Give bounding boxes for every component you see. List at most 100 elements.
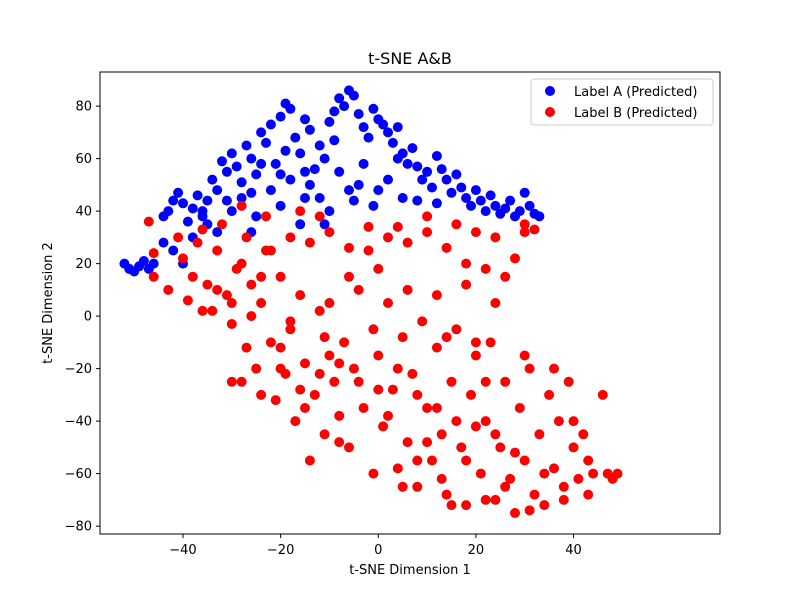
- point-label-a-68: [456, 182, 467, 193]
- point-label-b-72: [505, 473, 516, 484]
- point-label-a-99: [314, 193, 325, 203]
- x-tick-label--20: −20: [267, 543, 294, 558]
- point-label-b-158: [236, 258, 247, 269]
- point-label-a-74: [485, 190, 496, 201]
- point-label-b-163: [451, 219, 462, 230]
- point-label-b-93: [612, 468, 623, 479]
- point-label-a-42: [329, 106, 340, 117]
- point-label-b-165: [490, 232, 501, 243]
- point-label-b-79: [539, 500, 550, 511]
- point-label-b-108: [490, 429, 501, 440]
- point-label-a-69: [461, 193, 472, 203]
- plot-frame: [99, 71, 721, 535]
- point-label-a-92: [397, 193, 408, 203]
- point-label-b-97: [275, 363, 286, 374]
- point-label-a-120: [246, 187, 257, 198]
- point-label-b-61: [451, 324, 462, 335]
- point-label-b-84: [563, 376, 574, 387]
- point-label-b-90: [597, 389, 608, 400]
- point-label-a-60: [417, 174, 428, 185]
- x-tick-label--40: −40: [169, 543, 196, 558]
- point-label-b-112: [304, 237, 315, 248]
- point-label-a-90: [348, 195, 359, 206]
- point-label-b-140: [539, 468, 550, 479]
- legend-marker-label-b: [545, 107, 555, 117]
- point-label-b-59: [441, 489, 452, 500]
- point-label-b-162: [256, 271, 267, 282]
- point-label-a-95: [304, 179, 315, 190]
- point-label-b-160: [197, 305, 208, 316]
- point-label-a-24: [241, 140, 252, 151]
- point-label-a-84: [534, 211, 545, 222]
- point-label-b-43: [363, 245, 374, 256]
- y-tick-label-0: 0: [84, 310, 92, 325]
- point-label-a-25: [246, 153, 257, 164]
- point-label-b-153: [524, 505, 535, 516]
- point-label-a-54: [387, 137, 398, 148]
- point-label-b-44: [368, 468, 379, 479]
- point-label-b-126: [324, 298, 335, 308]
- y-tick-label-80: 80: [75, 100, 92, 115]
- point-label-b-5: [178, 253, 188, 264]
- point-label-b-40: [348, 363, 359, 374]
- point-label-b-53: [412, 481, 423, 492]
- point-label-a-17: [207, 174, 218, 185]
- point-label-a-98: [383, 174, 393, 185]
- point-label-a-62: [427, 182, 437, 193]
- point-label-b-10: [202, 279, 213, 290]
- point-label-b-94: [226, 376, 237, 387]
- point-label-b-166: [519, 219, 530, 230]
- point-label-b-104: [412, 389, 423, 400]
- point-label-b-117: [402, 237, 413, 248]
- point-label-b-32: [309, 389, 320, 400]
- point-label-a-106: [212, 227, 223, 238]
- legend-frame: [530, 78, 714, 126]
- point-label-b-83: [558, 481, 569, 492]
- point-label-a-78: [505, 195, 516, 206]
- point-label-a-13: [187, 203, 198, 214]
- point-label-b-95: [241, 342, 252, 353]
- point-label-b-51: [402, 437, 413, 448]
- point-label-b-56: [427, 455, 437, 466]
- point-label-b-13: [217, 219, 227, 230]
- point-label-b-48: [387, 384, 398, 395]
- point-label-b-98: [295, 384, 306, 395]
- point-label-a-14: [192, 190, 203, 201]
- point-label-a-85: [226, 206, 237, 217]
- point-label-a-11: [178, 198, 188, 209]
- point-label-a-93: [265, 185, 276, 196]
- point-label-b-71: [500, 376, 511, 387]
- point-label-b-41: [353, 284, 364, 295]
- y-tick-label-40: 40: [75, 205, 92, 220]
- point-label-b-78: [534, 429, 545, 440]
- point-label-a-34: [290, 132, 301, 143]
- point-label-b-87: [578, 429, 589, 440]
- point-label-b-0: [143, 216, 154, 227]
- point-label-a-96: [334, 166, 345, 177]
- point-label-b-45: [373, 350, 384, 361]
- point-label-b-103: [392, 363, 403, 374]
- point-label-b-100: [334, 358, 345, 369]
- legend-marker-label-a: [545, 86, 555, 96]
- point-label-b-168: [422, 211, 433, 222]
- point-label-b-116: [383, 232, 393, 243]
- point-label-a-21: [226, 148, 237, 159]
- point-label-b-171: [314, 211, 325, 222]
- point-label-b-102: [373, 384, 384, 395]
- point-label-a-30: [270, 158, 281, 169]
- point-label-b-19: [246, 279, 257, 290]
- point-label-a-86: [251, 211, 262, 222]
- point-label-b-152: [480, 494, 491, 505]
- point-label-a-82: [524, 200, 535, 211]
- point-label-b-1: [148, 248, 159, 259]
- point-label-b-125: [285, 316, 296, 327]
- point-label-b-62: [456, 442, 467, 453]
- point-label-b-12: [212, 245, 223, 256]
- point-label-b-136: [383, 410, 393, 421]
- point-label-a-67: [451, 169, 462, 180]
- x-tick-label-20: 20: [468, 543, 485, 558]
- y-tick-label--80: −80: [65, 520, 92, 535]
- point-label-b-167: [529, 224, 540, 235]
- y-tick-label-20: 20: [75, 257, 92, 272]
- point-label-b-143: [519, 350, 530, 361]
